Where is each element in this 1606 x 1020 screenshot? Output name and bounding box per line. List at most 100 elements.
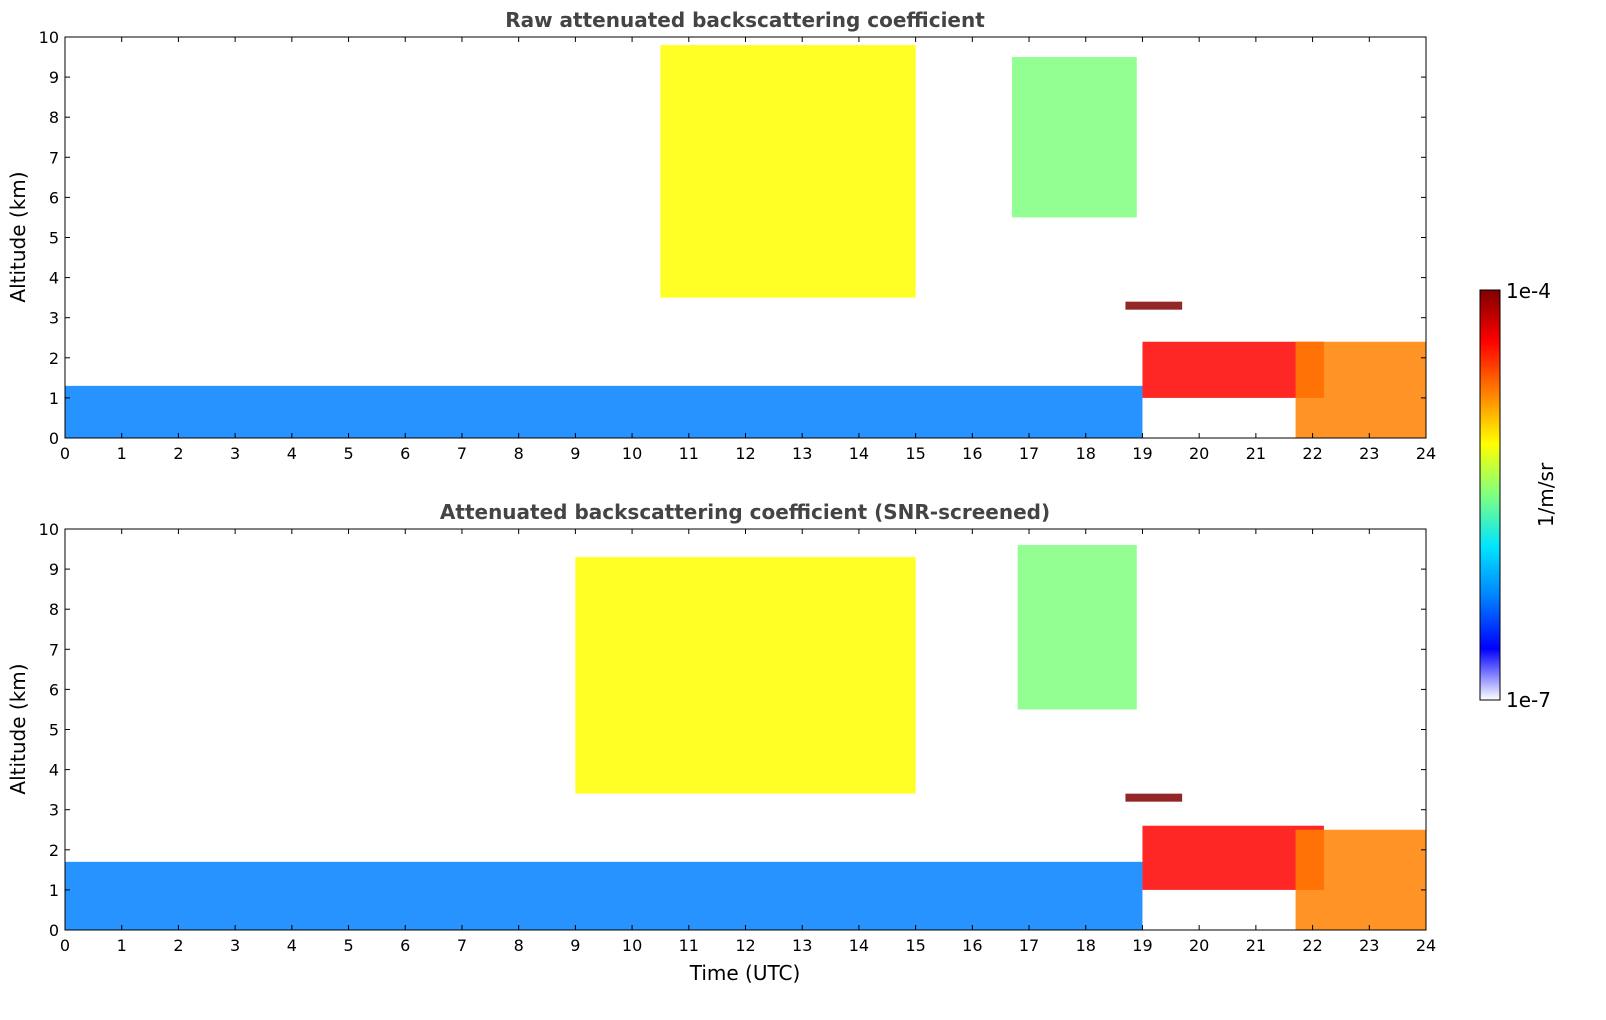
y-tick-label: 4: [49, 269, 59, 288]
y-tick-label: 1: [49, 881, 59, 900]
x-tick-label: 23: [1359, 936, 1379, 955]
x-tick-label: 8: [514, 444, 524, 463]
x-axis-label: Time (UTC): [689, 961, 801, 985]
x-tick-label: 17: [1019, 444, 1039, 463]
x-tick-label: 11: [679, 936, 699, 955]
y-tick-label: 6: [49, 188, 59, 207]
heatmap-feature: [1142, 341, 1324, 398]
x-tick-label: 21: [1246, 936, 1266, 955]
x-tick-label: 16: [962, 444, 982, 463]
y-tick-label: 10: [39, 520, 59, 539]
x-tick-label: 14: [849, 936, 869, 955]
x-tick-label: 20: [1189, 444, 1209, 463]
x-tick-label: 3: [230, 444, 240, 463]
x-tick-label: 13: [792, 444, 812, 463]
y-tick-label: 3: [49, 801, 59, 820]
x-tick-label: 19: [1132, 936, 1152, 955]
heatmap-feature: [1125, 301, 1183, 310]
x-tick-label: 6: [400, 444, 410, 463]
y-tick-label: 7: [49, 148, 59, 167]
y-tick-label: 2: [49, 349, 59, 368]
x-tick-label: 9: [570, 936, 580, 955]
x-axis: 0 1 2 3 4 5 6 7 8 9 10 11 12 13 14 15 16 17 18 19 20 21 22 23 24: [60, 529, 1436, 955]
y-tick-label: 4: [49, 761, 59, 780]
x-tick-label: 4: [287, 936, 297, 955]
x-tick-label: 2: [173, 444, 183, 463]
panel-title: Raw attenuated backscattering coefficien…: [505, 8, 985, 32]
heatmap-feature: [1295, 829, 1426, 930]
y-axis-label: Altitude (km): [6, 171, 30, 302]
y-tick-label: 10: [39, 28, 59, 47]
colorbar-min-label: 1e-7: [1506, 688, 1551, 712]
x-tick-label: 10: [622, 936, 642, 955]
x-tick-label: 22: [1302, 444, 1322, 463]
colorbar-max-label: 1e-4: [1506, 279, 1551, 303]
y-tick-label: 9: [49, 68, 59, 87]
x-tick-label: 6: [400, 936, 410, 955]
y-tick-label: 0: [49, 429, 59, 448]
x-tick-label: 9: [570, 444, 580, 463]
y-tick-label: 2: [49, 841, 59, 860]
x-tick-label: 11: [679, 444, 699, 463]
x-tick-label: 5: [343, 444, 353, 463]
colorbar-unit-label: 1/m/sr: [1534, 462, 1558, 527]
x-tick-label: 18: [1076, 936, 1096, 955]
x-tick-label: 21: [1246, 444, 1266, 463]
x-axis: 0 1 2 3 4 5 6 7 8 9 10 11 12 13 14 15 16 17 18 19 20 21 22 23 24: [60, 37, 1436, 463]
x-tick-label: 24: [1416, 444, 1436, 463]
x-tick-label: 10: [622, 444, 642, 463]
x-tick-label: 7: [457, 936, 467, 955]
heatmap-feature: [1295, 341, 1426, 438]
x-tick-label: 2: [173, 936, 183, 955]
x-tick-label: 15: [905, 936, 925, 955]
x-tick-label: 12: [735, 444, 755, 463]
x-tick-label: 3: [230, 936, 240, 955]
panel-snr: Attenuated backscattering coefficient (S…: [6, 500, 1436, 985]
x-tick-label: 13: [792, 936, 812, 955]
x-tick-label: 18: [1076, 444, 1096, 463]
heatmap-feature: [575, 557, 916, 794]
y-tick-label: 0: [49, 921, 59, 940]
panel-title: Attenuated backscattering coefficient (S…: [440, 500, 1050, 524]
panel-raw: Raw attenuated backscattering coefficien…: [6, 8, 1436, 463]
heatmap-feature: [660, 45, 916, 298]
x-tick-label: 17: [1019, 936, 1039, 955]
x-tick-label: 0: [60, 936, 70, 955]
y-tick-label: 1: [49, 389, 59, 408]
x-tick-label: 24: [1416, 936, 1436, 955]
heatmap-feature: [1017, 545, 1137, 710]
y-tick-label: 9: [49, 560, 59, 579]
heatmap-feature: [65, 861, 1143, 930]
x-tick-label: 15: [905, 444, 925, 463]
y-tick-label: 5: [49, 721, 59, 740]
y-axis: 0 1 2 3 4 5 6 7 8 9 10: [39, 520, 1426, 940]
y-axis: 0 1 2 3 4 5 6 7 8 9 10: [39, 28, 1426, 448]
y-axis-label: Altitude (km): [6, 663, 30, 794]
heatmap-feature: [65, 385, 1143, 438]
x-tick-label: 1: [117, 444, 127, 463]
y-tick-label: 3: [49, 309, 59, 328]
x-tick-label: 0: [60, 444, 70, 463]
x-tick-label: 16: [962, 936, 982, 955]
x-tick-label: 14: [849, 444, 869, 463]
colorbar-ramp: [1479, 289, 1501, 701]
heatmap-snr: [65, 545, 1426, 930]
y-tick-label: 6: [49, 680, 59, 699]
y-tick-label: 7: [49, 640, 59, 659]
x-tick-label: 19: [1132, 444, 1152, 463]
x-tick-label: 12: [735, 936, 755, 955]
x-tick-label: 5: [343, 936, 353, 955]
y-tick-label: 5: [49, 229, 59, 248]
colorbar: 1e-4 1e-7 1/m/sr: [1479, 279, 1558, 712]
x-tick-label: 23: [1359, 444, 1379, 463]
x-tick-label: 4: [287, 444, 297, 463]
x-tick-label: 22: [1302, 936, 1322, 955]
x-tick-label: 20: [1189, 936, 1209, 955]
heatmap-raw: [65, 45, 1426, 438]
heatmap-feature: [1012, 57, 1137, 218]
x-tick-label: 7: [457, 444, 467, 463]
x-tick-label: 1: [117, 936, 127, 955]
heatmap-feature: [1125, 793, 1183, 802]
heatmap-feature: [1142, 825, 1324, 890]
